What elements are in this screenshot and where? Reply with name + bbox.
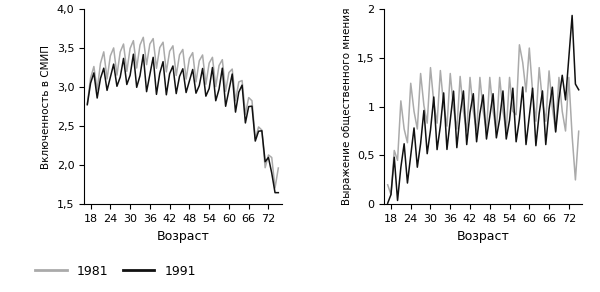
X-axis label: Возраст: Возраст <box>157 230 209 243</box>
Y-axis label: Включенность в СМИП: Включенность в СМИП <box>41 45 51 168</box>
Legend: 1981, 1991: 1981, 1991 <box>30 260 201 283</box>
Y-axis label: Выражение общественного мнения: Выражение общественного мнения <box>341 8 352 205</box>
X-axis label: Возраст: Возраст <box>457 230 509 243</box>
